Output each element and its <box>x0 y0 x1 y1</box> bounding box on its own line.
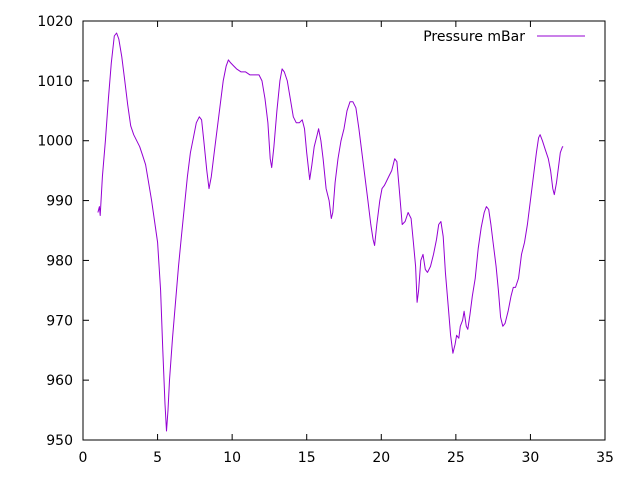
y-tick-label: 1020 <box>37 14 73 30</box>
y-tick-label: 990 <box>46 194 73 210</box>
series-group <box>97 32 564 432</box>
y-tick-label: 1010 <box>37 74 73 90</box>
plot-frame <box>82 20 606 441</box>
y-axis: 950 960 970 980 990 1000 1010 1020 <box>37 14 605 449</box>
x-tick-label: 25 <box>447 450 465 466</box>
y-tick-label: 980 <box>46 253 73 269</box>
x-axis: 0 5 10 15 20 25 30 35 <box>79 21 614 466</box>
x-tick-label: 15 <box>298 450 316 466</box>
legend: Pressure mBar <box>423 29 585 45</box>
y-tick-label: 1000 <box>37 134 73 150</box>
x-tick-label: 0 <box>79 450 88 466</box>
y-tick-label: 960 <box>46 373 73 389</box>
x-tick-label: 35 <box>596 450 614 466</box>
x-tick-label: 30 <box>522 450 540 466</box>
x-tick-label: 10 <box>223 450 241 466</box>
x-tick-label: 20 <box>372 450 390 466</box>
y-tick-label: 950 <box>46 433 73 449</box>
x-tick-label: 5 <box>153 450 162 466</box>
series-line-pressure <box>97 32 564 432</box>
legend-label: Pressure mBar <box>423 29 525 45</box>
y-tick-label: 970 <box>46 313 73 329</box>
